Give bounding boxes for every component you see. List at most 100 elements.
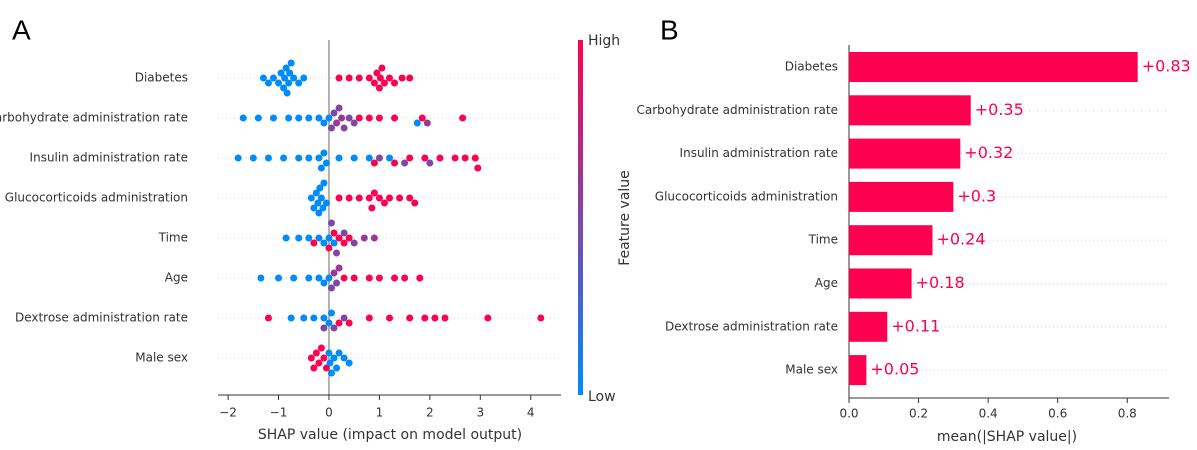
shap-point	[320, 149, 328, 157]
shap-point	[350, 154, 358, 162]
shap-point	[380, 79, 388, 87]
shap-point	[423, 119, 431, 127]
shap-point	[325, 319, 333, 327]
shap-point	[418, 114, 426, 122]
shap-point	[416, 274, 424, 282]
shap-point	[375, 84, 383, 92]
shap-point	[401, 159, 409, 167]
shap-point	[315, 209, 323, 217]
shap-point	[365, 74, 373, 82]
x-tick-label: −1	[270, 406, 288, 420]
shap-point	[325, 349, 333, 357]
shap-point	[300, 74, 308, 82]
bar	[849, 311, 888, 342]
shap-point	[312, 349, 320, 357]
shap-point	[373, 69, 381, 77]
shap-point	[421, 154, 429, 162]
y-tick-label: Dextrose administration rate	[665, 319, 838, 333]
shap-point	[333, 364, 341, 372]
shap-point	[330, 239, 338, 247]
shap-point	[257, 274, 265, 282]
shap-point	[264, 79, 272, 87]
shap-point	[320, 324, 328, 332]
shap-point	[355, 74, 363, 82]
shap-point	[451, 154, 459, 162]
shap-point	[474, 164, 482, 172]
shap-point	[282, 234, 290, 242]
shap-point	[287, 59, 295, 67]
shap-point	[335, 74, 343, 82]
x-tick-label: 4	[527, 406, 535, 420]
bar	[849, 355, 867, 386]
value-label: +0.05	[870, 360, 919, 379]
shap-point	[285, 79, 293, 87]
y-tick-label: Time	[808, 233, 838, 247]
shap-point	[317, 194, 325, 202]
shap-point	[320, 239, 328, 247]
shap-point	[375, 194, 383, 202]
shap-point	[305, 154, 313, 162]
shap-point	[305, 114, 313, 122]
shap-point	[295, 114, 303, 122]
x-tick-label: −2	[219, 406, 237, 420]
x-tick-label: 0	[325, 406, 333, 420]
shap-point	[335, 154, 343, 162]
shap-point	[335, 319, 343, 327]
bar	[849, 138, 961, 169]
shap-point	[375, 154, 383, 162]
shap-point	[484, 314, 492, 322]
bar	[849, 268, 912, 299]
shap-point	[277, 69, 285, 77]
shap-point	[350, 119, 358, 127]
shap-point	[426, 159, 434, 167]
value-label: +0.83	[1142, 57, 1191, 76]
shap-point	[317, 344, 325, 352]
shap-point	[345, 319, 353, 327]
shap-point	[360, 234, 368, 242]
shap-point	[325, 274, 333, 282]
shap-point	[320, 314, 328, 322]
shap-point	[378, 64, 386, 72]
shap-point	[370, 79, 378, 87]
shap-point	[355, 194, 363, 202]
y-tick-label: Diabetes	[135, 71, 188, 85]
shap-point	[340, 124, 348, 132]
shap-point	[413, 119, 421, 127]
shap-point	[345, 359, 353, 367]
shap-point	[330, 109, 338, 117]
shap-point	[406, 74, 414, 82]
shap-point	[386, 74, 393, 82]
shap-point	[234, 154, 242, 162]
y-tick-label: Carbohydrate administration rate	[0, 111, 188, 125]
y-tick-label: Insulin administration rate	[30, 151, 188, 165]
shap-point	[320, 354, 328, 362]
shap-point	[436, 154, 444, 162]
y-tick-label: Carbohydrate administration rate	[637, 103, 839, 117]
shap-point	[376, 74, 384, 82]
shap-point	[322, 159, 330, 167]
x-tick-label: 1	[376, 406, 384, 420]
shap-point	[340, 314, 348, 322]
shap-point	[327, 284, 335, 292]
shap-point	[286, 69, 294, 77]
x-tick-label: 0.8	[1118, 407, 1137, 421]
value-label: +0.35	[975, 100, 1024, 119]
shap-point	[280, 84, 288, 92]
shap-point	[340, 239, 348, 247]
shap-point	[365, 314, 373, 322]
shap-point	[310, 204, 318, 212]
shap-point	[320, 179, 328, 187]
shap-point	[345, 114, 353, 122]
shap-point	[365, 154, 373, 162]
bar	[849, 181, 954, 212]
shap-point	[254, 114, 262, 122]
shap-point	[333, 279, 341, 287]
shap-point	[370, 159, 378, 167]
shap-point	[340, 229, 348, 237]
y-tick-label: Male sex	[785, 363, 838, 377]
shap-point	[441, 314, 449, 322]
value-label: +0.18	[916, 273, 965, 292]
colorbar	[578, 40, 583, 395]
shap-point	[368, 204, 376, 212]
